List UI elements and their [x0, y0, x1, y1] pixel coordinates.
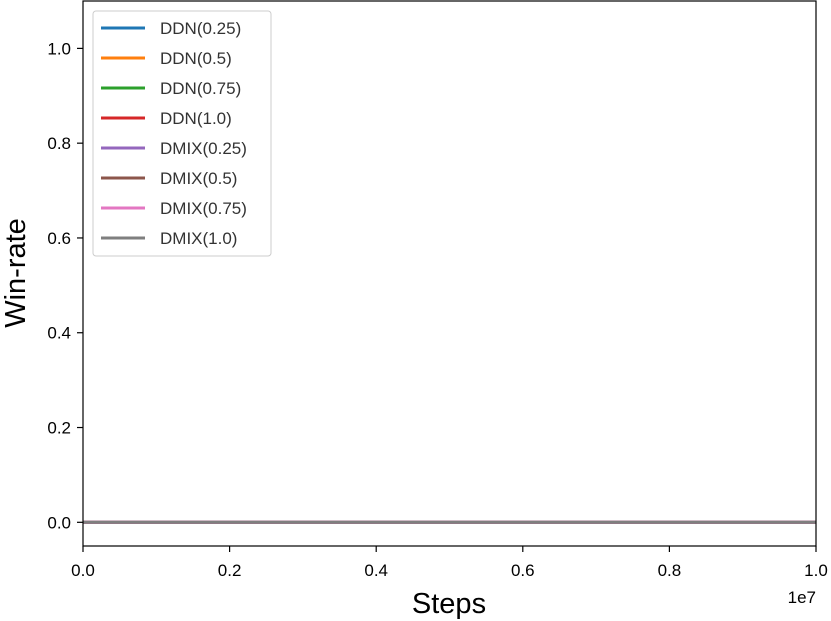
- plot-frame: [82, 0, 817, 547]
- y-tick-label: 1.0: [47, 39, 71, 58]
- legend-frame: [92, 10, 272, 257]
- y-axis-label: Win-rate: [0, 218, 32, 328]
- x-tick-label: 0.8: [658, 561, 682, 580]
- legend-label: DDN(0.75): [160, 79, 241, 98]
- x-axis-label: Steps: [412, 588, 486, 620]
- x-tick-label: 0.6: [511, 561, 535, 580]
- legend-label: DDN(1.0): [160, 109, 232, 128]
- x-tick-label: 0.2: [218, 561, 242, 580]
- y-tick-label: 0.2: [47, 419, 71, 438]
- x-tick-label: 1.0: [804, 561, 828, 580]
- legend: DDN(0.25) DDN(0.5) DDN(0.75) DDN(1.0) DMIX(0…: [92, 10, 272, 257]
- x-tick-label: 0.0: [71, 561, 95, 580]
- legend-label: DMIX(0.25): [160, 139, 247, 158]
- y-tick-label: 0.8: [47, 134, 71, 153]
- x-tick-label: 0.4: [364, 561, 388, 580]
- x-axis: 0.0 0.2 0.4 0.6 0.8 1.0: [71, 546, 828, 580]
- y-axis: 0.0 0.2 0.4 0.6 0.8 1.0: [47, 39, 83, 532]
- legend-label: DMIX(1.0): [160, 229, 237, 248]
- legend-label: DDN(0.25): [160, 19, 241, 38]
- y-tick-label: 0.0: [47, 513, 71, 532]
- y-tick-label: 0.4: [47, 324, 71, 343]
- legend-label: DMIX(0.5): [160, 169, 237, 188]
- legend-label: DDN(0.5): [160, 49, 232, 68]
- y-tick-label: 0.6: [47, 229, 71, 248]
- x-offset-label: 1e7: [788, 588, 816, 607]
- legend-label: DMIX(0.75): [160, 199, 247, 218]
